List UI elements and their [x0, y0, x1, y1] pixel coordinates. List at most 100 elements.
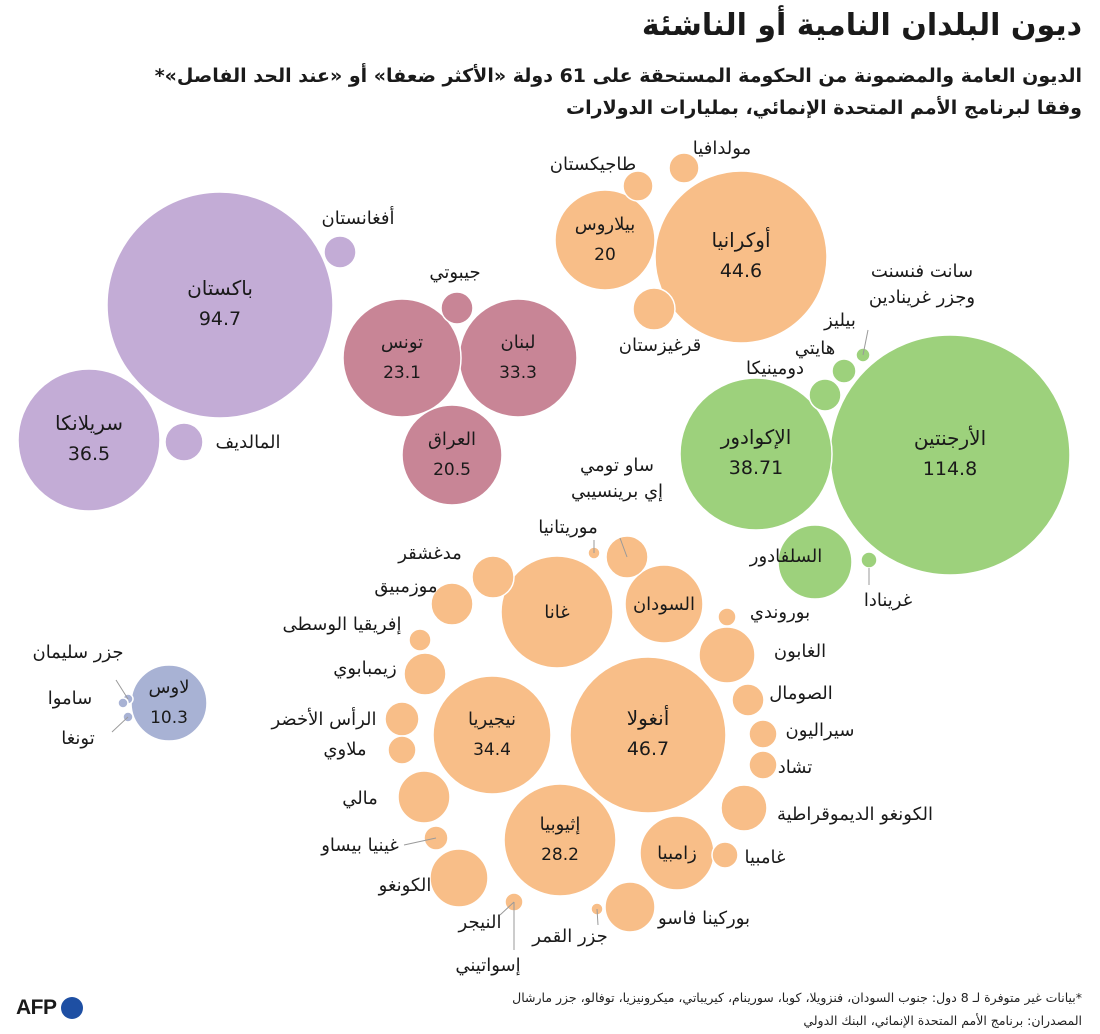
- leader-line-g4-c1: [115, 679, 129, 700]
- bubble-g5-c27: [717, 607, 737, 627]
- bubble-label-g0-c0: باكستان: [187, 276, 253, 300]
- bubble-g5-c21: [711, 841, 739, 869]
- bubble-g3-c2: [777, 524, 853, 600]
- leader-line-g5-c17: [499, 901, 515, 916]
- bubble-g1-c1: [342, 298, 462, 418]
- bubble-label-g5-c3: غانا: [544, 602, 569, 623]
- outside-label-g1-c3: جيبوتي: [429, 262, 480, 283]
- chart-subtitle: الديون العامة والمضمونة من الحكومة المست…: [18, 60, 1082, 124]
- bubble-g5-c0: [569, 656, 727, 814]
- outside-label-g3-c5: بيليز: [823, 310, 856, 331]
- bubble-label-g5-c1: نيجيريا: [468, 709, 516, 730]
- outside-label-g2-c2: طاجيكستان: [550, 154, 637, 175]
- bubble-g0-c3: [164, 422, 204, 462]
- bubble-g5-c8: [471, 555, 515, 599]
- bubble-g5-c23: [748, 750, 778, 780]
- bubble-value-g3-c0: 114.8: [923, 458, 977, 480]
- afp-logo-dot-icon: [60, 997, 83, 1019]
- bubble-g5-c9: [430, 582, 474, 626]
- outside-label-g3-c7: غرينادا: [864, 590, 912, 611]
- outside-label-g5-c25: الصومال: [769, 683, 833, 704]
- outside-label-g5-c14: مالي: [342, 788, 378, 809]
- outside-label-g5-c9: موزمبيق: [374, 576, 437, 597]
- footnote-missing-data: *بيانات غير متوفرة لـ 8 دول: جنوب السودا…: [512, 990, 1082, 1005]
- bubble-label-g5-c4: السودان: [633, 594, 695, 615]
- bubble-g3-c1: [679, 377, 833, 531]
- bubble-label-g1-c0: لبنان: [500, 332, 535, 353]
- bubble-g5-c12: [384, 701, 420, 737]
- bubble-value-g0-c1: 36.5: [68, 443, 110, 465]
- outside-label-g5-c27: بوروندي: [750, 602, 810, 623]
- outside-label-g5-c20: بوركينا فاسو: [657, 908, 750, 929]
- bubble-g5-c24: [748, 719, 778, 749]
- outside-label-g2-c3: مولدافيا: [693, 138, 751, 159]
- bubble-label-g5-c2: إثيوبيا: [540, 814, 581, 835]
- outside-label-g3-c6-line0: سانت فنسنت: [871, 261, 973, 282]
- outside-label-g0-c3: المالديف: [216, 432, 281, 453]
- bubble-g5-c10: [408, 628, 432, 652]
- outside-label-g5-c19: جزر القمر: [531, 926, 607, 947]
- bubble-g3-c0: [829, 334, 1071, 576]
- outside-label-g4-c2: ساموا: [48, 688, 93, 709]
- bubble-g1-c2: [401, 404, 503, 506]
- bubble-label-g0-c1: سريلانكا: [55, 411, 123, 435]
- bubble-value-g1-c1: 23.1: [383, 363, 421, 383]
- bubble-value-g5-c1: 34.4: [473, 740, 511, 760]
- bubble-label-g3-c1: الإكوادور: [720, 425, 792, 449]
- outside-label-g5-c18: إسواتيني: [455, 955, 520, 976]
- bubble-g5-c3: [500, 555, 614, 669]
- bubble-g3-c3: [808, 378, 842, 412]
- bubble-g5-c22: [720, 784, 768, 832]
- bubble-g2-c3: [668, 152, 700, 184]
- bubble-g2-c2: [622, 170, 654, 202]
- afp-logo-text: AFP: [16, 996, 57, 1019]
- leader-line-g3-c5: [862, 329, 869, 356]
- outside-label-g0-c2: أفغانستان: [322, 206, 395, 229]
- outside-label-g4-c3: تونغا: [61, 728, 95, 749]
- chart-title: ديون البلدان النامية أو الناشئة: [641, 8, 1082, 43]
- bubble-g2-c4: [632, 287, 676, 331]
- bubble-value-g2-c1: 20: [594, 245, 616, 265]
- bubble-g0-c1: [17, 368, 161, 512]
- bubble-g0-c0: [106, 191, 334, 419]
- outside-label-g5-c23: تشاد: [778, 757, 813, 778]
- bubble-g5-c20: [604, 881, 656, 933]
- leader-line-g5-c19: [596, 908, 599, 926]
- outside-label-g5-c22: الكونغو الديموقراطية: [777, 804, 933, 825]
- bubble-g5-c14: [397, 770, 451, 824]
- leader-line-g5-c6: [619, 537, 628, 558]
- bubble-g3-c4: [831, 358, 857, 384]
- outside-label-g3-c6-line1: وجزر غرينادين: [869, 287, 975, 308]
- leader-line-g4-c3: [111, 716, 129, 733]
- bubble-g1-c3: [440, 291, 474, 325]
- outside-label-g5-c8: مدغشقر: [397, 543, 462, 564]
- outside-label-g5-c12: الرأس الأخضر: [270, 707, 376, 730]
- footnote: *بيانات غير متوفرة لـ 8 دول: جنوب السودا…: [82, 986, 1082, 1032]
- bubble-g5-c4: [624, 564, 704, 644]
- bubble-value-g5-c2: 28.2: [541, 845, 579, 865]
- bubble-g3-c7: [860, 551, 878, 569]
- bubble-label-g5-c5: زامبيا: [657, 843, 697, 864]
- subtitle-line-1: الديون العامة والمضمونة من الحكومة المست…: [154, 65, 1082, 87]
- bubble-g5-c16: [429, 848, 489, 908]
- outside-label-g5-c17: النيجر: [458, 912, 502, 933]
- outside-label-g5-c15: غينيا بيساو: [320, 835, 399, 856]
- leader-line-g5-c15: [403, 837, 437, 846]
- bubble-g5-c13: [387, 735, 417, 765]
- subtitle-line-2: وفقا لبرنامج الأمم المتحدة الإنمائي، بمل…: [566, 97, 1082, 119]
- outside-label-g5-c16: الكونغو: [378, 875, 432, 896]
- bubble-g5-c2: [503, 783, 617, 897]
- afp-logo: AFP: [16, 996, 83, 1020]
- bubble-g5-c11: [403, 652, 447, 696]
- outside-label-g3-c3: دومينيكا: [746, 358, 804, 379]
- bubble-label-g1-c2: العراق: [428, 429, 476, 450]
- bubble-value-g5-c0: 46.7: [627, 738, 669, 760]
- bubble-value-g0-c0: 94.7: [199, 308, 241, 330]
- outside-label-g5-c13: ملاوي: [323, 739, 366, 760]
- bubble-label-g4-c0: لاوس: [149, 677, 190, 698]
- bubble-label-g2-c0: أوكرانيا: [711, 227, 770, 252]
- outside-label-g2-c4: قرغيزستان: [619, 335, 702, 356]
- bubble-g5-c25: [731, 683, 765, 717]
- bubble-value-g2-c0: 44.6: [720, 260, 762, 282]
